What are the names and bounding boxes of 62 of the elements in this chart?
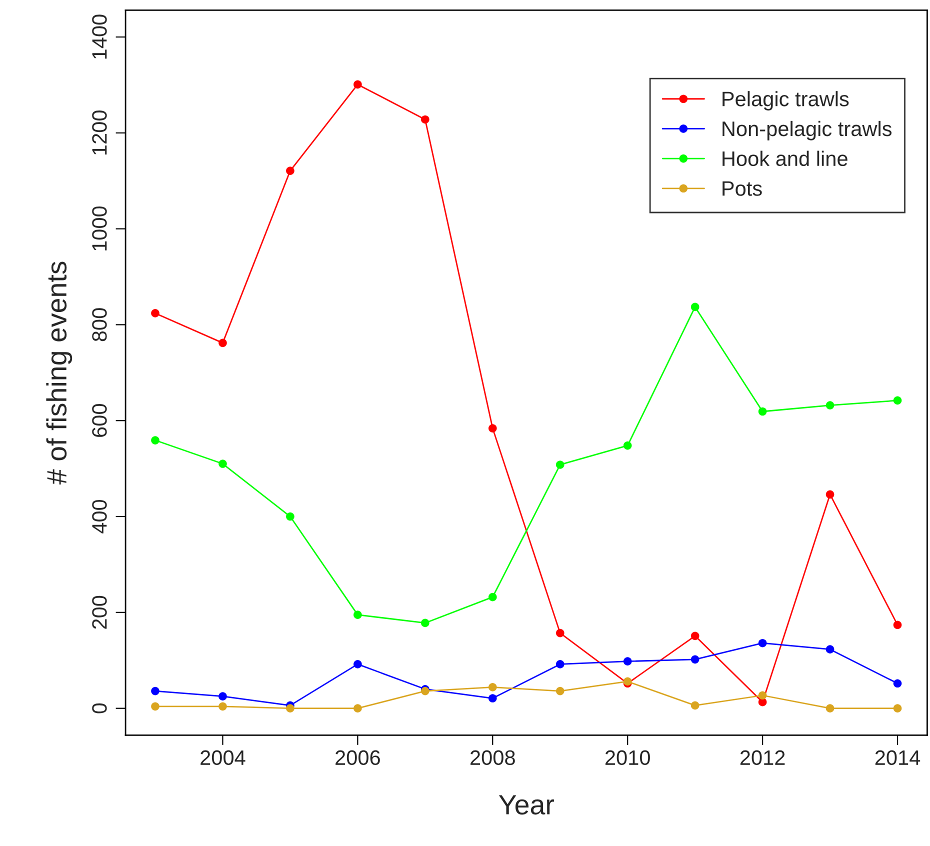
point — [893, 396, 902, 405]
point — [690, 632, 700, 640]
point — [826, 704, 834, 712]
point — [286, 166, 294, 175]
point — [893, 620, 902, 630]
point — [556, 686, 564, 696]
point — [354, 80, 362, 89]
y-tick-label: 800 — [92, 308, 107, 342]
point — [151, 309, 160, 318]
point — [488, 694, 497, 702]
x-tick-label: 2012 — [740, 750, 785, 766]
x-tick-label: 2014 — [875, 750, 920, 766]
point — [690, 701, 700, 710]
point — [286, 512, 294, 521]
point — [623, 657, 632, 666]
point — [151, 702, 160, 711]
point — [826, 401, 834, 410]
point — [354, 660, 362, 668]
legend-label: Pelagic trawls — [722, 91, 849, 110]
point — [690, 655, 700, 664]
point — [556, 660, 564, 668]
point — [218, 702, 227, 711]
point — [286, 704, 294, 712]
x-tick-label: 2008 — [470, 750, 515, 766]
point — [151, 686, 160, 696]
point — [556, 628, 564, 638]
point — [420, 115, 430, 124]
point — [488, 592, 497, 602]
point — [218, 692, 227, 700]
legend-label: Hook and line — [722, 150, 848, 166]
point — [893, 704, 902, 712]
point — [488, 683, 497, 692]
point — [758, 638, 767, 648]
legend-label: Non-pelagic trawls — [722, 120, 892, 140]
point — [623, 441, 632, 450]
point — [218, 460, 227, 468]
x-axis-title: Year — [498, 795, 554, 815]
point — [893, 679, 902, 688]
y-tick-label: 1200 — [92, 110, 107, 154]
x-tick-label: 2006 — [336, 750, 380, 766]
point — [826, 490, 834, 499]
point — [218, 338, 227, 348]
x-tick-label: 2010 — [605, 750, 650, 766]
point — [826, 645, 834, 654]
x-tick-label: 2004 — [200, 750, 246, 766]
point — [354, 610, 362, 619]
point — [690, 302, 700, 312]
y-tick-label: 200 — [92, 596, 107, 629]
point — [758, 691, 767, 700]
y-tick-label: 0 — [92, 703, 107, 714]
y-tick-label: 600 — [92, 404, 107, 437]
y-axis-title: # of fishing events — [46, 262, 72, 484]
y-tick-label: 400 — [92, 500, 107, 534]
point — [488, 424, 497, 432]
point — [556, 460, 564, 469]
point — [354, 704, 362, 712]
point — [758, 407, 767, 416]
point — [420, 618, 430, 628]
y-tick-label: 1000 — [92, 206, 107, 250]
legend-label: Pots — [722, 181, 762, 196]
y-tick-label: 1400 — [92, 14, 107, 59]
point — [151, 436, 160, 444]
